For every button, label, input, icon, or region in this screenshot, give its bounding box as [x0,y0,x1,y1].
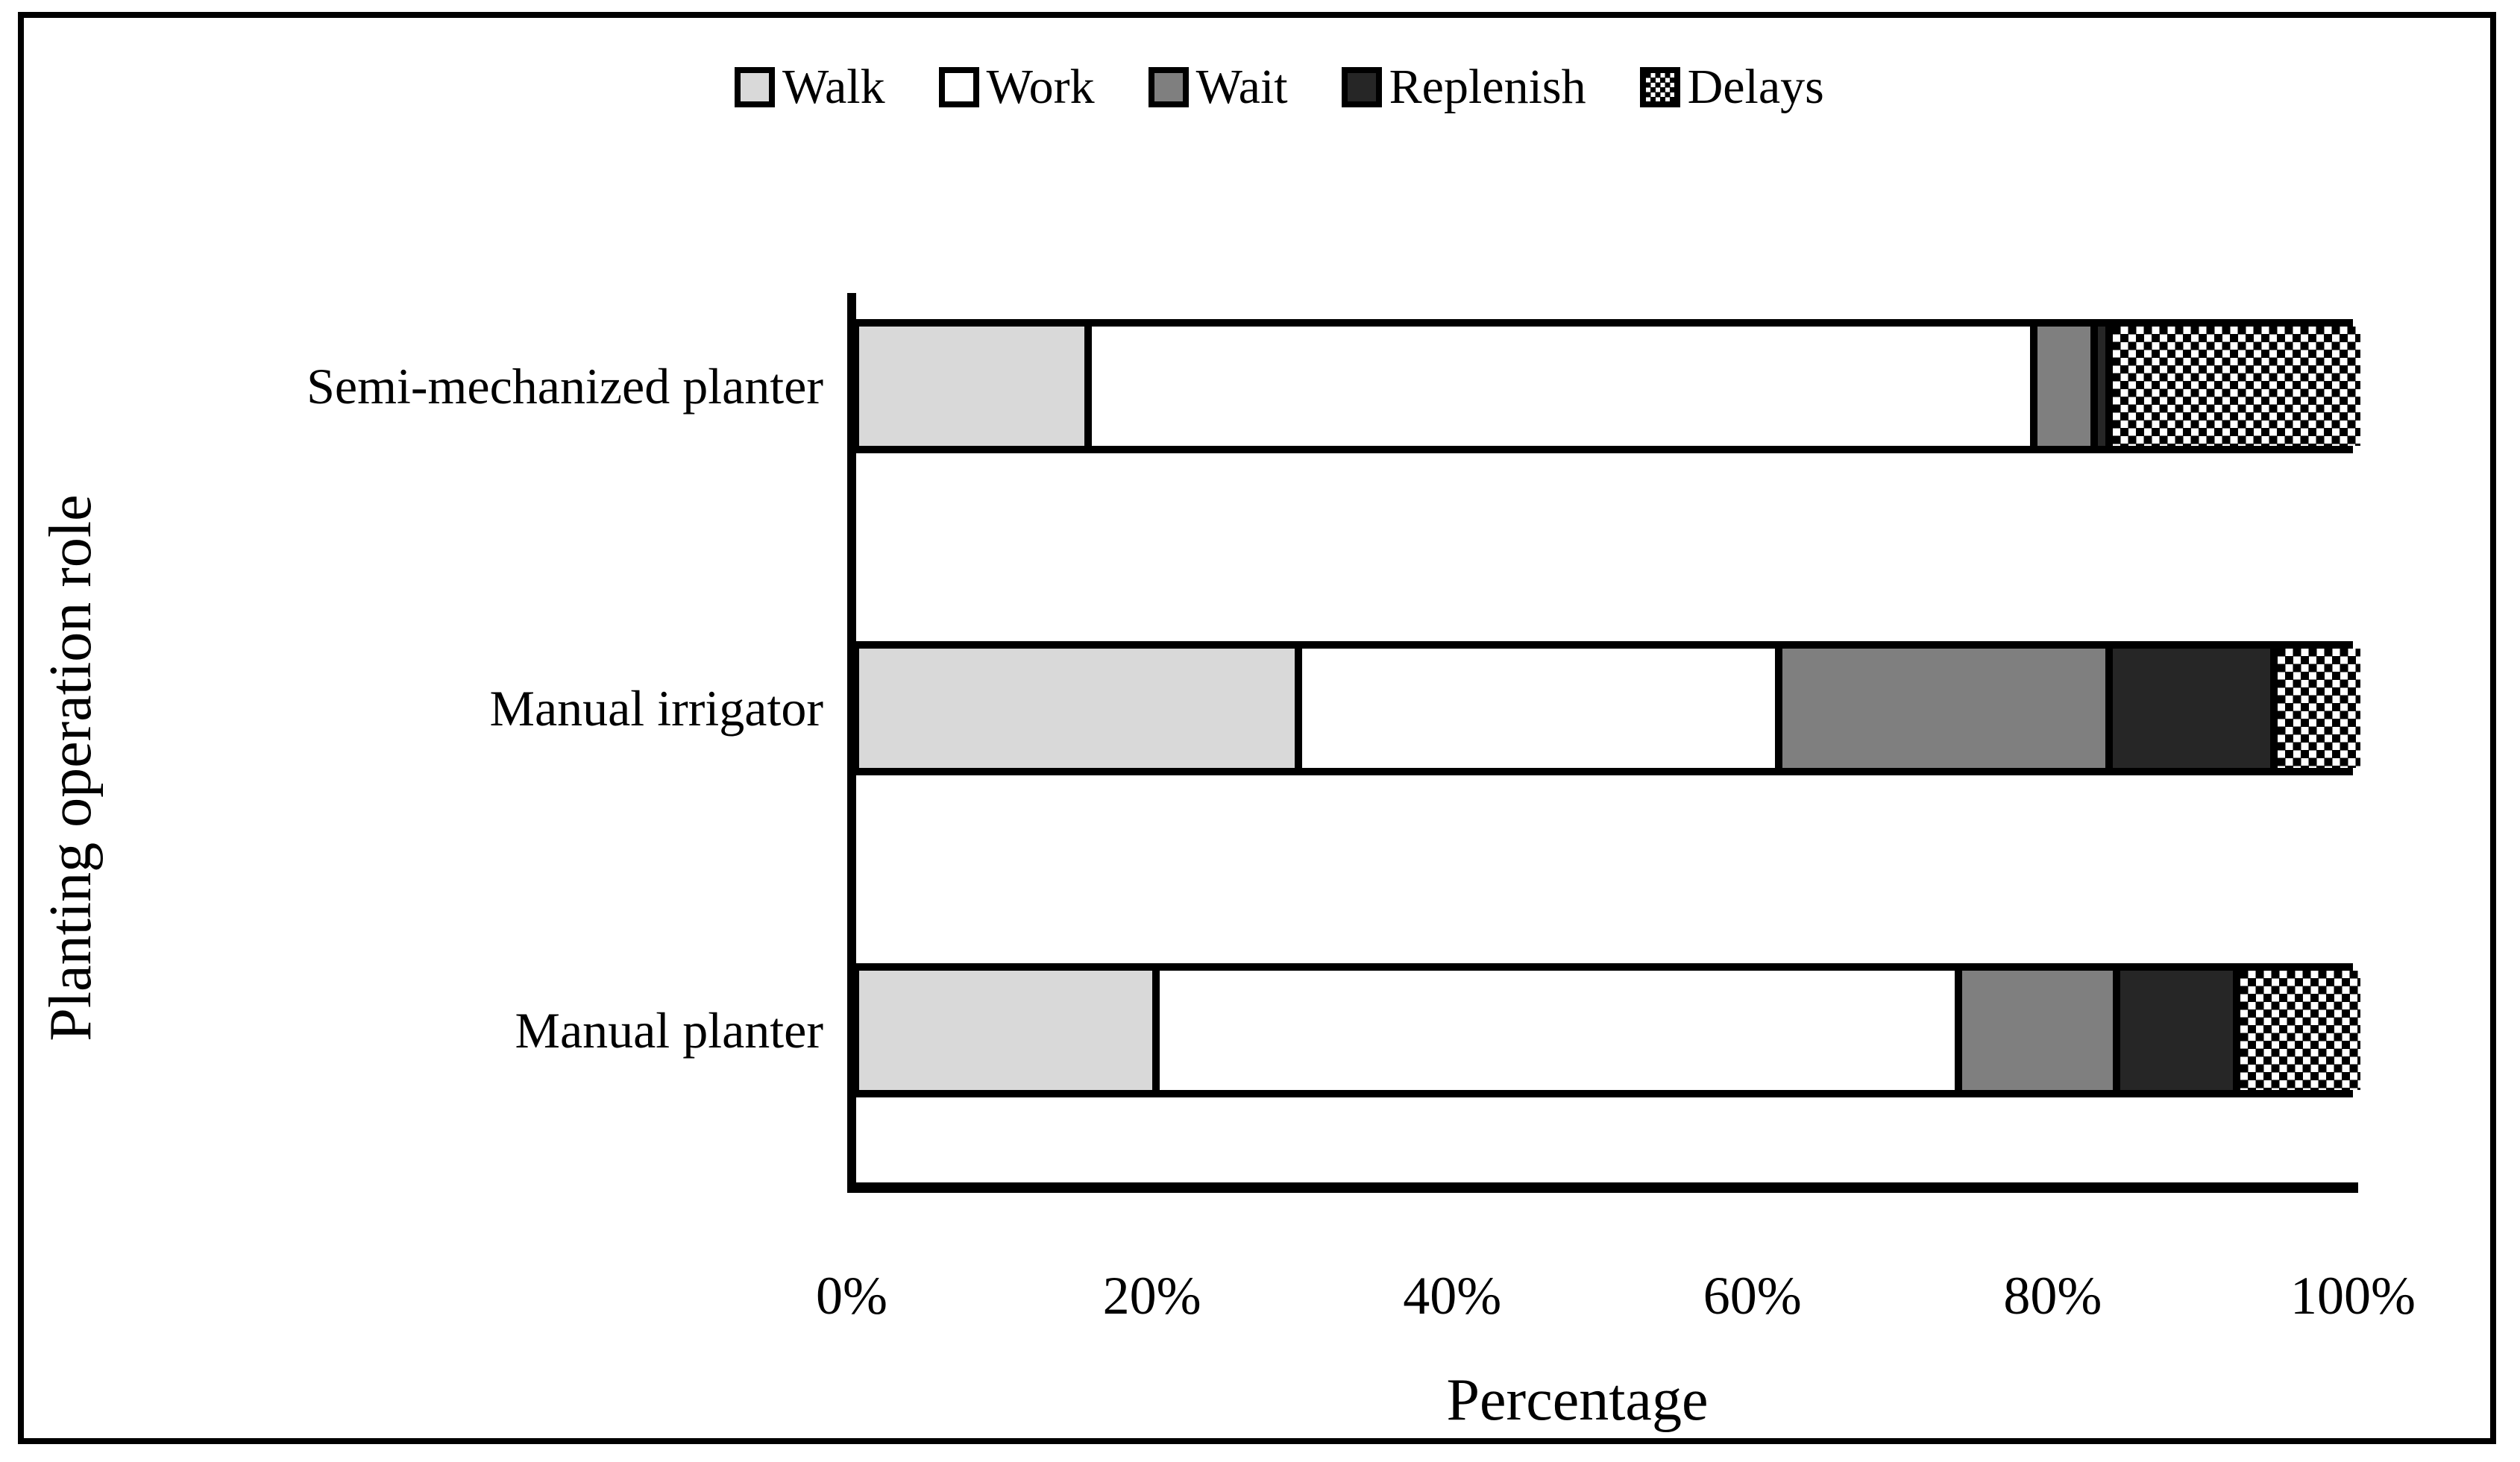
legend-swatch-work [938,67,979,107]
legend-swatch-walk [735,67,775,107]
bar-segment-walk [859,327,1084,446]
bar-segment-walk [859,971,1152,1090]
category-label: Manual planter [515,1002,823,1059]
bar-segment-replenish [2105,649,2271,768]
bar-segment-delays [2270,649,2360,768]
legend-label: Delays [1687,60,1824,114]
x-axis-title: Percentage [1446,1367,1709,1433]
legend-item-wait: Wait [1148,60,1288,114]
legend-item-replenish: Replenish [1341,60,1586,114]
bar-row [852,319,2360,453]
legend-label: Replenish [1389,60,1586,114]
bar-segment-delays [2105,327,2360,446]
bar-segment-delays [2232,971,2360,1090]
x-tick-label: 20% [1102,1266,1201,1326]
bar-row [852,963,2360,1097]
bar-segment-wait [2030,327,2090,446]
legend-label: Wait [1195,60,1288,114]
legend-item-work: Work [938,60,1095,114]
category-label: Semi-mechanized planter [307,358,823,415]
bar-segment-replenish [2090,327,2105,446]
x-axis-line [847,1182,2358,1193]
figure-border [18,12,2496,1444]
legend-item-walk: Walk [735,63,885,112]
x-tick-label: 80% [2003,1266,2102,1326]
bar-segment-work [1294,649,1775,768]
x-tick-label: 0% [816,1266,887,1326]
bar-segment-work [1084,327,2031,446]
bar-segment-work [1151,971,1955,1090]
category-label: Manual irrigator [489,680,823,737]
legend-swatch-delays [1639,67,1680,107]
y-axis-title: Planting operation role [38,494,104,1042]
legend-swatch-replenish [1341,67,1382,107]
bar-segment-walk [859,649,1295,768]
legend-item-delays: Delays [1639,60,1824,114]
x-tick-label: 40% [1403,1266,1502,1326]
legend-swatch-wait [1148,67,1189,107]
bar-segment-wait [1955,971,2113,1090]
x-tick-label: 100% [2290,1266,2416,1326]
x-tick-label: 60% [1703,1266,1802,1326]
bar-row [852,641,2360,775]
legend-label: Work [986,60,1095,114]
bar-segment-replenish [2112,971,2233,1090]
chart-legend: Walk Work Wait Replenish Delays [735,63,1824,112]
bar-segment-wait [1774,649,2105,768]
legend-label: Walk [782,60,885,114]
